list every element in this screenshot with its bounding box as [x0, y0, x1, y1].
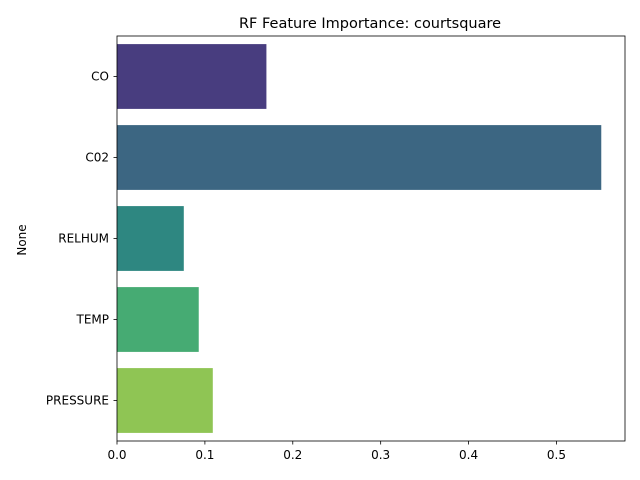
y-tick-label: TEMP	[75, 313, 109, 327]
y-ticks: CO C02 RELHUM TEMP PRESSURE	[46, 70, 117, 408]
bar-relhum	[117, 206, 184, 271]
x-tick-label: 0.2	[283, 448, 302, 462]
y-tick-label: RELHUM	[58, 232, 109, 246]
bars-layer	[117, 44, 602, 433]
y-tick-label: C02	[85, 151, 109, 165]
x-tick-label: 0.4	[459, 448, 478, 462]
plot-frame	[116, 35, 626, 442]
x-tick-label: 0.5	[547, 448, 566, 462]
y-tick-label: PRESSURE	[46, 394, 109, 408]
y-tick-label: CO	[91, 70, 109, 84]
bar-c02	[117, 125, 602, 190]
bar-pressure	[117, 368, 213, 433]
x-tick-label: 0.3	[371, 448, 390, 462]
bar-co	[117, 44, 267, 109]
bar-temp	[117, 287, 199, 352]
y-axis-label: None	[15, 224, 29, 255]
chart-title: RF Feature Importance: courtsquare	[239, 16, 501, 32]
x-tick-label: 0.0	[107, 448, 126, 462]
x-ticks: 0.0 0.1 0.2 0.3 0.4 0.5	[107, 441, 566, 462]
x-tick-label: 0.1	[195, 448, 214, 462]
